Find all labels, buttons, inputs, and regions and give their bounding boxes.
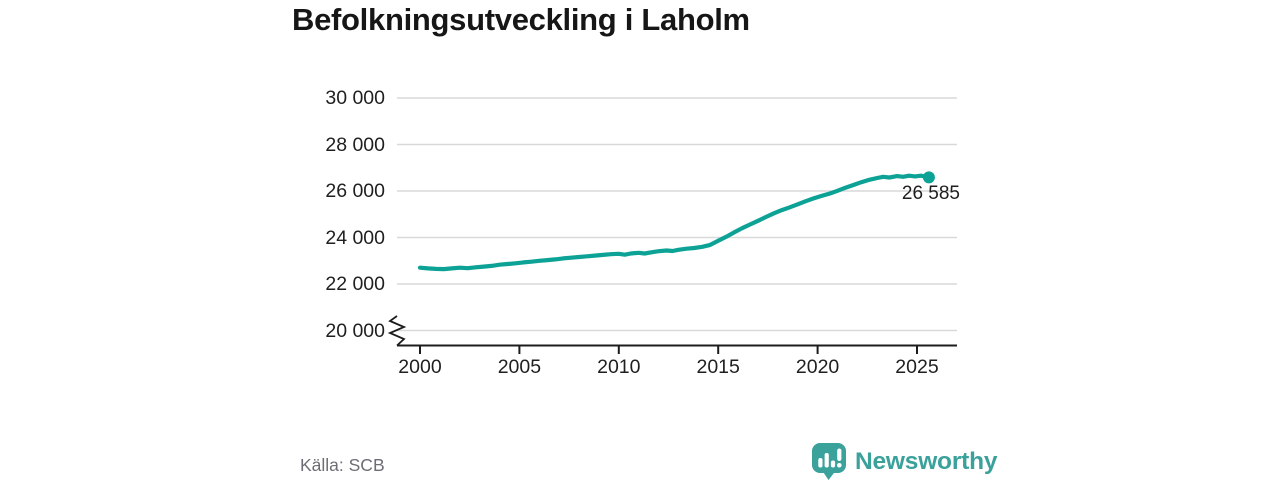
- y-axis-tick-label: 30 000: [325, 87, 385, 109]
- x-axis-tick-label: 2025: [895, 356, 939, 378]
- x-axis-tick-label: 2020: [795, 356, 840, 378]
- y-axis-tick-label: 24 000: [325, 226, 385, 249]
- x-axis-tick-label: 2005: [497, 356, 542, 378]
- newsworthy-logo: Newsworthy: [812, 443, 998, 480]
- axis-break-icon: [387, 315, 407, 347]
- x-axis-tick-label: 2000: [398, 356, 442, 378]
- y-axis-tick-label: 20 000: [325, 319, 385, 342]
- population-line: [417, 173, 931, 272]
- latest-value-label: 26 585: [901, 183, 960, 205]
- newsworthy-wordmark: Newsworthy: [855, 447, 998, 475]
- x-axis-tick-label: 2010: [597, 356, 641, 378]
- y-axis-tick-label: 28 000: [325, 133, 385, 156]
- x-axis-tick-label: 2015: [696, 356, 740, 378]
- source-label: Källa: SCB: [300, 455, 385, 475]
- y-axis-tick-label: 26 000: [325, 180, 385, 202]
- chart-title: Befolkningsutveckling i Laholm: [292, 2, 750, 37]
- newsworthy-bars-icon: [812, 443, 846, 480]
- latest-point-dot: [922, 171, 935, 184]
- y-axis-tick-label: 22 000: [325, 273, 385, 295]
